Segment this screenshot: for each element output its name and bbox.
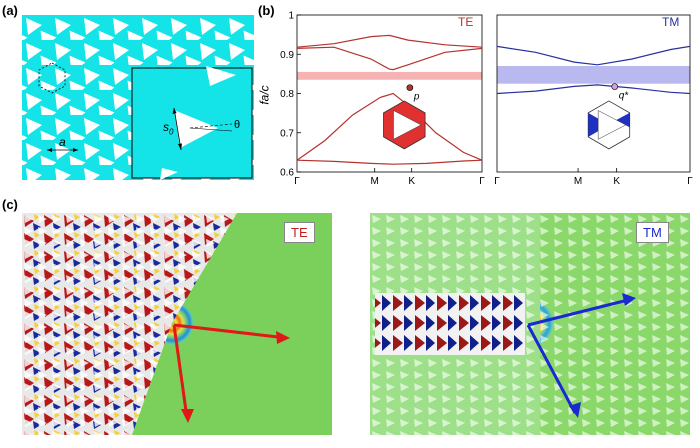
mode-profile-triangle: [597, 110, 627, 140]
chart-frame-te: [296, 14, 483, 173]
panel-label-a: (a): [2, 3, 18, 18]
degenerate-point-te: [406, 84, 414, 91]
y-tick-label: 0.9: [280, 50, 294, 61]
side-length-label: s0: [163, 120, 173, 136]
x-tick-label: Γ: [294, 176, 300, 187]
te-field-plot: [22, 213, 332, 435]
y-tick-label: 0.7: [280, 128, 294, 139]
te-refracted-arrow-1: [173, 323, 288, 340]
x-tick-label: Γ: [494, 176, 500, 187]
te-chart-tag: TE: [458, 15, 474, 29]
mode-profile-lobe: [616, 112, 630, 128]
degenerate-point-label-tm: q*: [619, 91, 630, 102]
x-tick-label: Γ: [687, 176, 693, 187]
panel-label-c: (c): [2, 197, 18, 212]
inset-triangle: [174, 110, 218, 148]
te-refracted-arrow-2: [172, 324, 189, 419]
y-tick-label: 1: [288, 11, 294, 22]
x-tick-label: M: [574, 176, 582, 187]
side-arrow: [173, 107, 182, 151]
mode-profile-triangle: [393, 110, 422, 140]
band-line-te-2: [296, 92, 483, 161]
panel-label-b: (b): [258, 3, 275, 18]
gap-band-tm: [497, 66, 690, 84]
side-subscript: 0: [169, 127, 174, 137]
band-line-te-3: [296, 159, 483, 165]
ylabel-te: fa/c: [257, 85, 272, 105]
lattice-constant-label: a: [59, 135, 66, 149]
tm-field-plot: [370, 213, 690, 435]
angle-label: θ: [234, 119, 241, 131]
band-line-tm-1: [496, 84, 691, 95]
side-symbol: s: [163, 120, 169, 134]
x-tick-label: K: [408, 176, 415, 187]
y-tick-label: 0.6: [280, 168, 294, 179]
y-tick-label: 0.8: [280, 89, 294, 100]
tm-refracted-arrow-1: [527, 297, 633, 327]
degenerate-point-tm: [611, 83, 619, 90]
x-tick-label: K: [613, 176, 620, 187]
tm-chart-tag: TM: [662, 15, 680, 29]
tm-refracted-arrow-2: [526, 324, 577, 414]
x-tick-label: M: [371, 176, 379, 187]
unit-cell-hexagon: [38, 62, 66, 94]
tm-field-tag: TM: [636, 222, 669, 243]
degenerate-point-label-te: p: [413, 92, 420, 103]
x-tick-label: Γ: [479, 176, 485, 187]
te-field-tag: TE: [284, 222, 315, 243]
band-line-te-0: [296, 34, 483, 48]
gap-band-te: [297, 71, 482, 80]
band-line-te-1: [296, 46, 483, 71]
chart-frame-tm: [496, 14, 691, 173]
band-line-tm-0: [496, 45, 691, 66]
